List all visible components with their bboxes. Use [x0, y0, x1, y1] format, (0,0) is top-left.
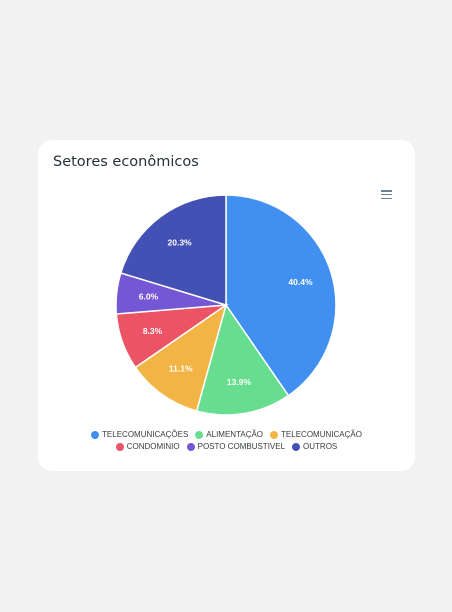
legend-marker-icon	[186, 443, 195, 451]
slice-label-1: 13.9%	[227, 377, 252, 387]
pie-slice-0[interactable]	[225, 194, 337, 397]
slice-label-5: 20.3%	[168, 237, 193, 247]
slice-label-0: 40.4%	[288, 277, 313, 287]
pie-slice-2[interactable]	[134, 303, 228, 412]
legend-item-0[interactable]: TELECOMUNICAÇÕES	[91, 429, 188, 441]
pie-slice-1[interactable]	[195, 303, 290, 416]
chart-legend: TELECOMUNICAÇÕES ALIMENTAÇÃO TELECOMUNICAÇ…	[38, 429, 415, 453]
slice-label-3: 8.3%	[143, 326, 163, 336]
pie-slice-5[interactable]	[119, 194, 227, 307]
legend-marker-icon	[91, 431, 100, 439]
legend-marker-icon	[270, 431, 279, 439]
slice-label-2: 11.1%	[169, 364, 193, 374]
legend-item-3[interactable]: CONDOMINIO	[115, 441, 180, 453]
legend-item-1[interactable]: ALIMENTAÇÃO	[195, 429, 263, 441]
legend-label: CONDOMINIO	[126, 442, 180, 451]
legend-label: POSTO COMBUSTIVEL	[197, 442, 286, 451]
legend-item-5[interactable]: OUTROS	[292, 441, 337, 453]
legend-label: TELECOMUNICAÇÕES	[102, 430, 189, 439]
legend-marker-icon	[195, 431, 204, 439]
hamburger-menu-icon[interactable]	[375, 188, 397, 206]
legend-label: ALIMENTAÇÃO	[206, 430, 264, 439]
legend-label: OUTROS	[303, 442, 338, 451]
legend-item-2[interactable]: TELECOMUNICAÇÃO	[270, 429, 362, 441]
legend-label: TELECOMUNICAÇÃO	[281, 430, 362, 439]
legend-marker-icon	[292, 443, 301, 451]
chart-title: Setores econômicos	[53, 154, 199, 170]
legend-marker-icon	[115, 443, 124, 451]
legend-item-4[interactable]: POSTO COMBUSTIVEL	[186, 441, 286, 453]
slice-label-4: 6.0%	[139, 292, 159, 302]
chart-card: Setores econômicos 40.4% 13.9% 11.1% 8.3% 6.…	[38, 140, 415, 471]
pie-chart: 40.4% 13.9% 11.1% 8.3% 6.0% 20.3%	[115, 194, 337, 416]
